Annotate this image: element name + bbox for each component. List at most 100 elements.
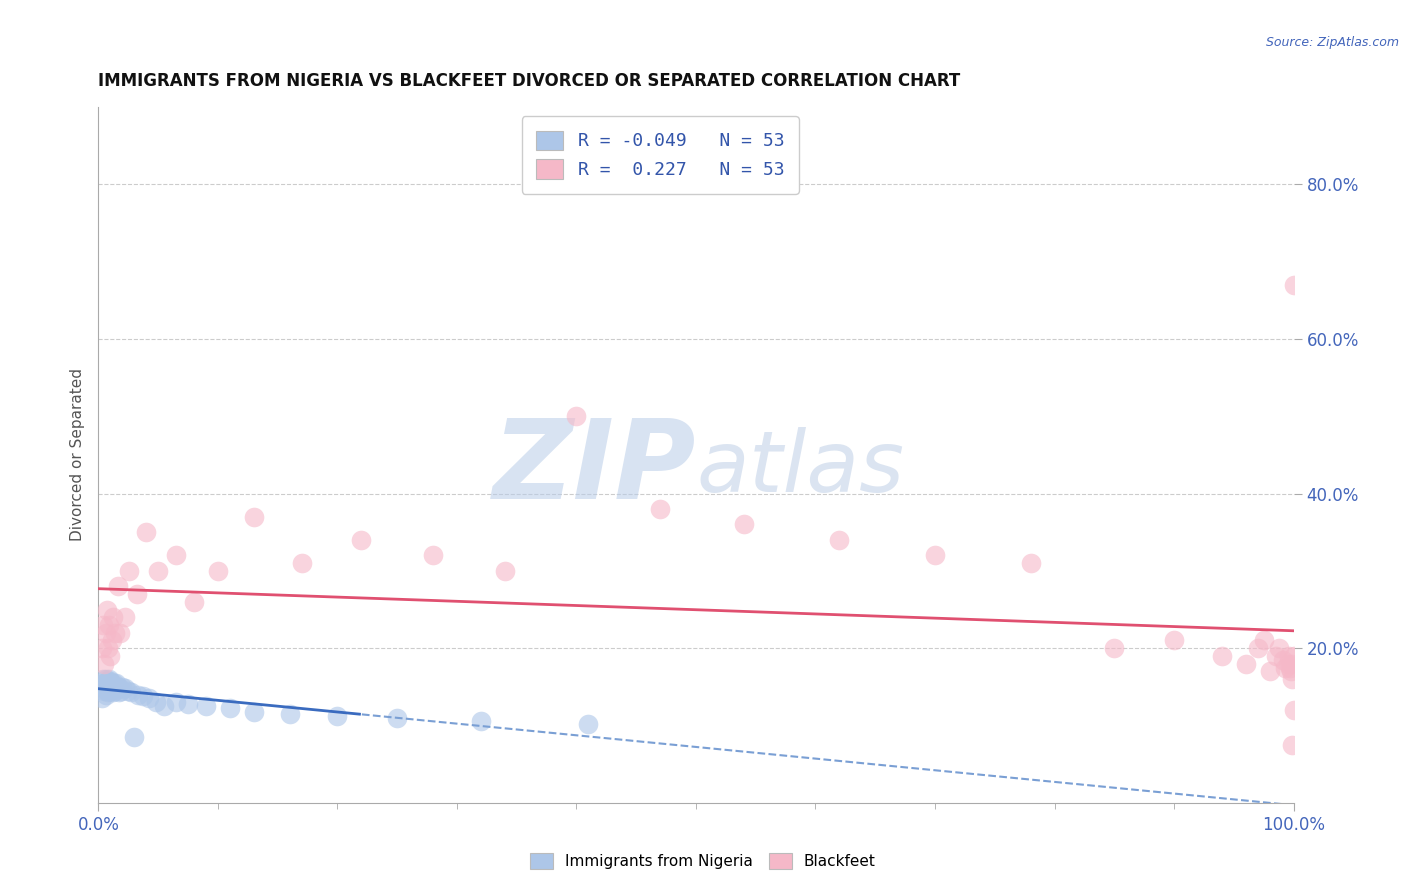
Point xyxy=(243,509,266,524)
Point xyxy=(108,625,131,640)
Point xyxy=(1163,633,1185,648)
Point xyxy=(422,549,444,563)
Point xyxy=(111,680,134,694)
Point xyxy=(110,683,132,698)
Point xyxy=(138,691,160,706)
Point xyxy=(1282,277,1305,292)
Point xyxy=(104,625,127,640)
Point xyxy=(153,699,176,714)
Point xyxy=(183,595,205,609)
Point xyxy=(1019,556,1042,570)
Point xyxy=(648,502,672,516)
Point xyxy=(114,681,136,696)
Point xyxy=(177,697,200,711)
Point xyxy=(565,409,588,424)
Point xyxy=(326,709,349,723)
Point xyxy=(91,618,114,632)
Point xyxy=(105,676,128,690)
Point xyxy=(94,681,117,696)
Point xyxy=(114,610,136,624)
Point xyxy=(98,648,122,663)
Point xyxy=(107,579,129,593)
Point xyxy=(107,680,129,694)
Point xyxy=(733,517,755,532)
Point xyxy=(108,681,131,696)
Point xyxy=(1281,657,1303,671)
Point xyxy=(124,730,146,744)
Point xyxy=(98,618,121,632)
Point xyxy=(148,564,170,578)
Point xyxy=(96,678,118,692)
Point xyxy=(103,676,125,690)
Point xyxy=(127,688,149,702)
Point xyxy=(494,564,516,578)
Point xyxy=(93,676,115,690)
Point xyxy=(1278,660,1301,674)
Point xyxy=(98,673,122,688)
Point xyxy=(97,680,120,694)
Point xyxy=(98,681,121,696)
Legend: R = -0.049   N = 53, R =  0.227   N = 53: R = -0.049 N = 53, R = 0.227 N = 53 xyxy=(522,116,799,194)
Point xyxy=(125,587,148,601)
Point xyxy=(96,673,118,688)
Point xyxy=(118,564,141,578)
Point xyxy=(135,525,157,540)
Point xyxy=(1234,657,1257,671)
Point xyxy=(97,641,120,656)
Point xyxy=(101,610,124,624)
Point xyxy=(94,688,117,702)
Point xyxy=(350,533,373,547)
Point xyxy=(219,701,242,715)
Point xyxy=(100,633,122,648)
Text: ZIP: ZIP xyxy=(492,416,696,523)
Point xyxy=(385,711,409,725)
Point xyxy=(103,681,125,696)
Point xyxy=(93,657,115,671)
Point xyxy=(107,685,129,699)
Point xyxy=(1281,672,1303,686)
Point xyxy=(105,681,128,696)
Point xyxy=(131,689,153,703)
Point xyxy=(91,691,114,706)
Point xyxy=(100,681,122,696)
Point xyxy=(1258,665,1281,679)
Text: atlas: atlas xyxy=(696,427,904,510)
Point xyxy=(100,676,122,690)
Point xyxy=(1247,641,1270,656)
Point xyxy=(1264,648,1286,663)
Point xyxy=(1281,738,1303,752)
Point xyxy=(91,680,114,694)
Point xyxy=(101,685,124,699)
Point xyxy=(91,641,114,656)
Point xyxy=(1282,648,1305,663)
Point xyxy=(1282,703,1305,717)
Point xyxy=(101,680,124,694)
Point xyxy=(94,672,117,686)
Point xyxy=(98,683,122,698)
Point xyxy=(243,705,266,719)
Point xyxy=(104,680,127,694)
Point xyxy=(145,695,167,709)
Point xyxy=(195,699,218,714)
Point xyxy=(98,678,122,692)
Point xyxy=(97,685,120,699)
Point xyxy=(278,706,301,721)
Point xyxy=(578,717,600,731)
Point xyxy=(98,672,121,686)
Point xyxy=(93,683,115,698)
Y-axis label: Divorced or Separated: Divorced or Separated xyxy=(69,368,84,541)
Point xyxy=(1279,665,1302,679)
Text: Source: ZipAtlas.com: Source: ZipAtlas.com xyxy=(1265,36,1399,49)
Point xyxy=(1268,641,1291,656)
Point xyxy=(104,683,127,698)
Point xyxy=(117,683,139,698)
Point xyxy=(97,676,120,690)
Point xyxy=(120,685,142,699)
Point xyxy=(1211,648,1233,663)
Point xyxy=(91,672,114,686)
Point xyxy=(96,602,118,616)
Point xyxy=(1274,660,1296,674)
Point xyxy=(1253,633,1275,648)
Point xyxy=(165,549,187,563)
Point xyxy=(291,556,314,570)
